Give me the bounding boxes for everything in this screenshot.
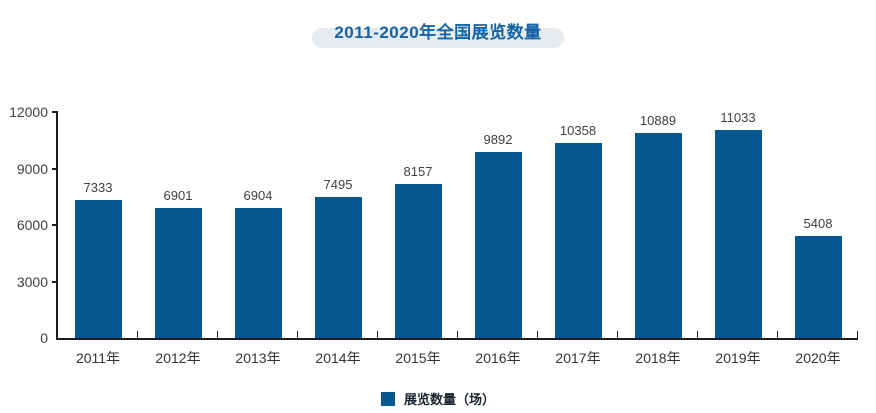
bar-value-label: 9892 bbox=[483, 132, 513, 147]
bar-value-label: 7495 bbox=[323, 177, 353, 192]
bar bbox=[634, 133, 682, 338]
bar bbox=[714, 130, 762, 338]
legend-label: 展览数量（场） bbox=[403, 392, 495, 407]
y-axis-tick bbox=[52, 224, 58, 226]
bar-value-label: 6901 bbox=[163, 188, 193, 203]
x-axis-label: 2019年 bbox=[715, 350, 761, 366]
y-axis-tick bbox=[52, 280, 58, 283]
bar-value-label: 10358 bbox=[559, 123, 597, 138]
legend-swatch bbox=[380, 391, 395, 406]
x-axis-tick bbox=[857, 331, 858, 338]
y-axis-label: 12000 bbox=[9, 104, 48, 120]
x-axis-tick bbox=[377, 331, 378, 338]
bar bbox=[794, 236, 842, 338]
y-axis-tick bbox=[52, 111, 58, 113]
x-axis-label: 2013年 bbox=[235, 350, 281, 366]
y-axis-label: 0 bbox=[40, 330, 48, 346]
bar-value-label: 11033 bbox=[720, 110, 756, 125]
x-axis-tick bbox=[217, 331, 218, 338]
bar-value-label: 5408 bbox=[803, 216, 833, 231]
x-axis-tick bbox=[457, 331, 458, 338]
x-axis-tick bbox=[537, 331, 538, 338]
x-axis-label: 2011年 bbox=[75, 350, 121, 366]
x-axis-tick bbox=[297, 331, 298, 338]
bar-value-label: 8157 bbox=[403, 164, 433, 179]
x-axis-label: 2016年 bbox=[475, 350, 521, 366]
x-axis-tick bbox=[777, 331, 778, 338]
y-axis-tick bbox=[52, 167, 58, 170]
chart-title: 2011-2020年全国展览数量 bbox=[334, 23, 542, 42]
bar-value-label: 10889 bbox=[639, 113, 677, 128]
x-axis-tick bbox=[137, 331, 138, 338]
y-axis-label: 6000 bbox=[16, 217, 48, 233]
x-axis-label: 2015年 bbox=[395, 350, 441, 366]
chart-title-wrap: 2011-2020年全国展览数量 bbox=[0, 18, 876, 48]
chart-title-container: 2011-2020年全国展览数量 bbox=[312, 18, 564, 48]
x-axis-tick bbox=[617, 331, 618, 338]
bar bbox=[74, 200, 122, 338]
x-axis-label: 2012年 bbox=[155, 350, 201, 366]
bar bbox=[394, 184, 442, 338]
bar bbox=[234, 208, 282, 338]
x-axis-label: 2018年 bbox=[635, 350, 681, 366]
plot-area: 7333 2011年 6901 2012年 6904 2013年 7495 2014年 8157… bbox=[9, 104, 858, 366]
bar-value-label: 7333 bbox=[83, 180, 113, 195]
title-pill-background bbox=[312, 28, 564, 48]
bar bbox=[474, 152, 522, 338]
x-axis-tick bbox=[697, 331, 698, 338]
bar bbox=[314, 197, 362, 338]
x-axis-label: 2014年 bbox=[315, 350, 361, 366]
x-axis-label: 2020年 bbox=[795, 350, 841, 366]
bar bbox=[154, 208, 202, 338]
bar bbox=[554, 143, 602, 338]
bar-value-label: 6904 bbox=[243, 188, 273, 203]
y-axis-label: 3000 bbox=[16, 273, 48, 290]
legend: 展览数量（场） bbox=[0, 389, 876, 408]
y-axis-label: 9000 bbox=[16, 160, 48, 177]
x-axis-label: 2017年 bbox=[555, 350, 601, 366]
